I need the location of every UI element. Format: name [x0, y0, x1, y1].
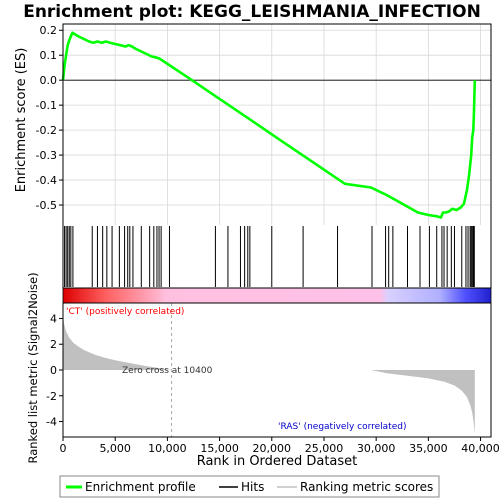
y-tick-label: 0.0	[40, 74, 58, 87]
x-tick-label: 10,000	[148, 442, 187, 455]
metric-x-ticks: 0 5,000 10,000 15,000 20,000 25,000 30,000 35,0…	[60, 437, 500, 455]
metric-y-tick-label: 4	[50, 312, 57, 325]
hit-marks	[64, 226, 475, 287]
y-tick-label: -0.4	[36, 174, 57, 187]
y-tick-label: -0.1	[36, 99, 57, 112]
ranked-metric-panel: -4 -2 0 2 4 0 5,000 10,000 15,000 20,000 25,000 30…	[26, 272, 500, 469]
legend: Enrichment profile Hits Ranking metric s…	[59, 475, 440, 498]
legend-metric-label: Ranking metric scores	[300, 480, 433, 494]
zero-cross-label: Zero cross at 10400	[122, 366, 213, 376]
chart-title: Enrichment plot: KEGG_LEISHMANIA_INFECTI…	[23, 2, 481, 22]
x-tick-label: 5,000	[99, 442, 131, 455]
y-tick-label: -0.5	[36, 199, 57, 212]
enrichment-y-ticks: -0.5 -0.4 -0.3 -0.2 -0.1 0.0 0.1 0.2	[36, 24, 63, 212]
x-tick-label: 40,000	[461, 442, 500, 455]
enrichment-profile-line	[61, 31, 477, 219]
metric-y-tick-label: -2	[46, 390, 57, 403]
metric-y-tick-label: 2	[50, 338, 57, 351]
x-tick-label: 0	[60, 442, 67, 455]
x-tick-label: 20,000	[253, 442, 292, 455]
x-tick-label: 15,000	[200, 442, 239, 455]
enrichment-panel: -0.5 -0.4 -0.3 -0.2 -0.1 0.0 0.1 0.2 Enrichment…	[14, 23, 492, 289]
metric-y-tick-label: 0	[50, 364, 57, 377]
rank-color-bar	[63, 288, 491, 303]
metric-y-ticks: -4 -2 0 2 4	[46, 312, 63, 429]
y-tick-label: 0.2	[40, 24, 58, 37]
x-tick-label: 35,000	[409, 442, 448, 455]
x-tick-label: 30,000	[357, 442, 396, 455]
y-tick-label: -0.3	[36, 149, 57, 162]
x-tick-label: 25,000	[305, 442, 344, 455]
metric-x-axis-label: Rank in Ordered Dataset	[197, 454, 358, 469]
y-tick-label: -0.2	[36, 124, 57, 137]
legend-enrichment-label: Enrichment profile	[85, 480, 196, 494]
positive-correlation-label: 'CT' (positively correlated)	[66, 307, 184, 317]
hits-panel	[62, 226, 492, 304]
enrichment-y-axis-label: Enrichment score (ES)	[14, 48, 29, 193]
metric-y-axis-label: Ranked list metric (Signal2Noise)	[26, 272, 40, 463]
enrichment-profile	[61, 31, 477, 219]
negative-correlation-label: 'RAS' (negatively correlated)	[278, 422, 406, 432]
metric-y-tick-label: -4	[46, 416, 57, 429]
legend-hits-label: Hits	[241, 480, 264, 494]
y-tick-label: 0.1	[40, 49, 58, 62]
